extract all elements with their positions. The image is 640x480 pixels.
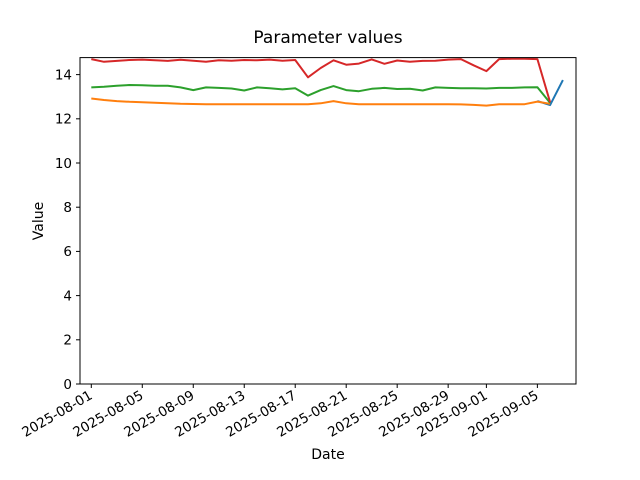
plot-border xyxy=(79,57,577,385)
y-axis-label: Value xyxy=(31,201,47,241)
y-tick-label: 8 xyxy=(63,200,72,216)
x-axis-label: Date xyxy=(311,447,345,463)
y-tick-label: 14 xyxy=(55,67,72,83)
y-tick-label: 12 xyxy=(55,112,72,128)
y-tick-label: 4 xyxy=(63,288,72,304)
y-tick-label: 6 xyxy=(63,244,72,260)
y-tick-label: 2 xyxy=(63,333,72,349)
line-series-red xyxy=(91,57,552,103)
chart-title: Parameter values xyxy=(253,28,403,48)
line-series-green xyxy=(91,84,551,104)
line-series-orange xyxy=(91,97,551,107)
y-tick-label: 10 xyxy=(55,156,72,172)
y-tick-label: 0 xyxy=(63,377,72,393)
